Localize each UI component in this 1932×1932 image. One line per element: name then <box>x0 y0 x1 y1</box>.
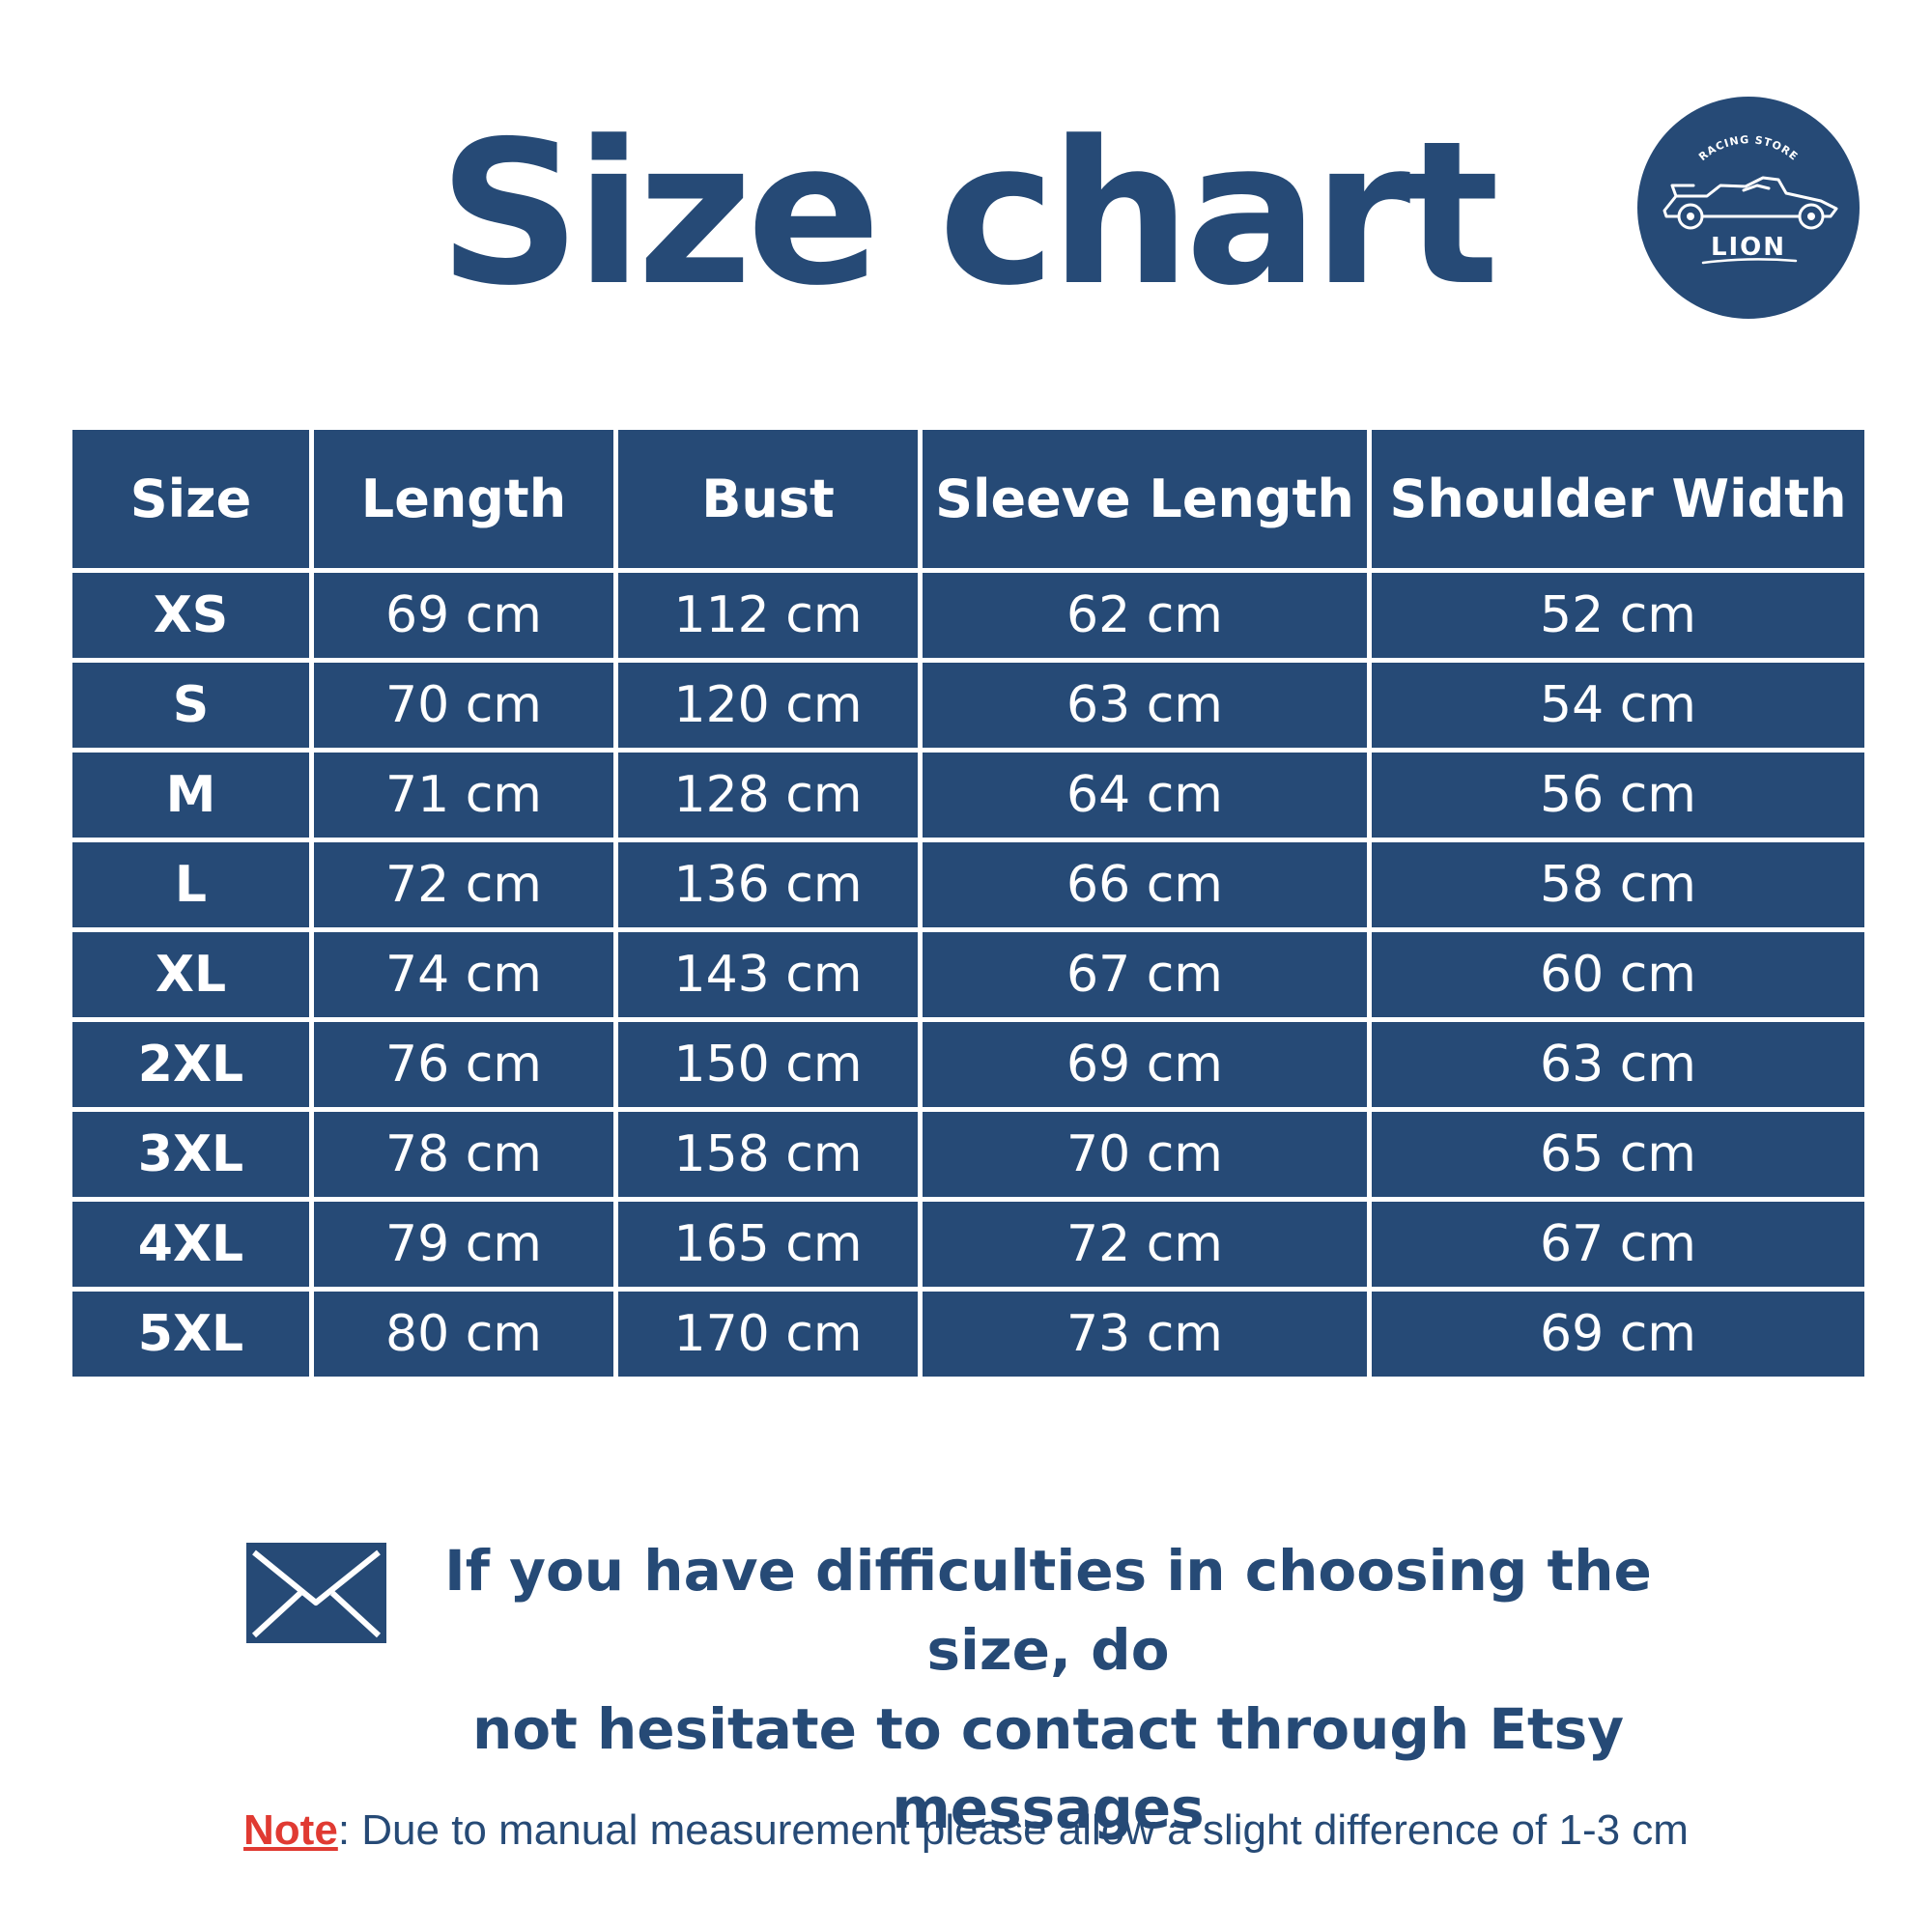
length-cell: 70 cm <box>314 663 613 748</box>
sleeve-length-cell: 67 cm <box>923 932 1367 1017</box>
length-cell: 74 cm <box>314 932 613 1017</box>
size-cell: 2XL <box>72 1022 309 1107</box>
length-cell: 80 cm <box>314 1292 613 1377</box>
table-row: 3XL 78 cm 158 cm 70 cm 65 cm <box>72 1112 1864 1197</box>
length-cell: 79 cm <box>314 1202 613 1287</box>
table-row: S 70 cm 120 cm 63 cm 54 cm <box>72 663 1864 748</box>
page-title: Size chart <box>438 99 1500 329</box>
sleeve-length-cell: 66 cm <box>923 842 1367 927</box>
bust-cell: 143 cm <box>618 932 918 1017</box>
shoulder-width-cell: 67 cm <box>1372 1202 1864 1287</box>
sleeve-length-cell: 63 cm <box>923 663 1367 748</box>
bust-cell: 158 cm <box>618 1112 918 1197</box>
length-cell: 78 cm <box>314 1112 613 1197</box>
bust-cell: 170 cm <box>618 1292 918 1377</box>
header-size: Size <box>72 430 309 568</box>
bust-cell: 150 cm <box>618 1022 918 1107</box>
size-cell: 3XL <box>72 1112 309 1197</box>
table-row: 5XL 80 cm 170 cm 73 cm 69 cm <box>72 1292 1864 1377</box>
note-label: Note <box>243 1806 338 1854</box>
logo-brand-text: LION <box>1711 233 1786 262</box>
bust-cell: 165 cm <box>618 1202 918 1287</box>
size-cell: M <box>72 753 309 838</box>
measurement-note: Note: Due to manual measurement please a… <box>0 1806 1932 1855</box>
table-row: L 72 cm 136 cm 66 cm 58 cm <box>72 842 1864 927</box>
sleeve-length-cell: 62 cm <box>923 573 1367 658</box>
length-cell: 72 cm <box>314 842 613 927</box>
sleeve-length-cell: 72 cm <box>923 1202 1367 1287</box>
note-text: : Due to manual measurement please allow… <box>337 1806 1689 1854</box>
bust-cell: 112 cm <box>618 573 918 658</box>
length-cell: 69 cm <box>314 573 613 658</box>
header-shoulder-width: Shoulder Width <box>1372 430 1864 568</box>
shoulder-width-cell: 52 cm <box>1372 573 1864 658</box>
header-sleeve-length: Sleeve Length <box>923 430 1367 568</box>
header-length: Length <box>314 430 613 568</box>
size-table: Size Length Bust Sleeve Length Shoulder … <box>68 425 1869 1381</box>
table-row: 4XL 79 cm 165 cm 72 cm 67 cm <box>72 1202 1864 1287</box>
bust-cell: 136 cm <box>618 842 918 927</box>
envelope-icon <box>246 1543 386 1643</box>
length-cell: 76 cm <box>314 1022 613 1107</box>
size-cell: 4XL <box>72 1202 309 1287</box>
header-bust: Bust <box>618 430 918 568</box>
racing-store-logo: RACING STORE LION <box>1637 97 1860 319</box>
length-cell: 71 cm <box>314 753 613 838</box>
table-row: M 71 cm 128 cm 64 cm 56 cm <box>72 753 1864 838</box>
table-row: XS 69 cm 112 cm 62 cm 52 cm <box>72 573 1864 658</box>
shoulder-width-cell: 63 cm <box>1372 1022 1864 1107</box>
size-cell: XS <box>72 573 309 658</box>
sleeve-length-cell: 69 cm <box>923 1022 1367 1107</box>
race-car-icon <box>1662 176 1838 218</box>
shoulder-width-cell: 60 cm <box>1372 932 1864 1017</box>
contact-message: If you have difficulties in choosing the… <box>246 1531 1686 1841</box>
sleeve-length-cell: 73 cm <box>923 1292 1367 1377</box>
size-cell: L <box>72 842 309 927</box>
table-row: 2XL 76 cm 150 cm 69 cm 63 cm <box>72 1022 1864 1107</box>
bust-cell: 120 cm <box>618 663 918 748</box>
contact-line-2: not hesitate to contact through Etsy mes… <box>471 1696 1625 1841</box>
size-cell: 5XL <box>72 1292 309 1377</box>
shoulder-width-cell: 54 cm <box>1372 663 1864 748</box>
shoulder-width-cell: 56 cm <box>1372 753 1864 838</box>
sleeve-length-cell: 64 cm <box>923 753 1367 838</box>
shoulder-width-cell: 58 cm <box>1372 842 1864 927</box>
table-row: XL 74 cm 143 cm 67 cm 60 cm <box>72 932 1864 1017</box>
sleeve-length-cell: 70 cm <box>923 1112 1367 1197</box>
shoulder-width-cell: 65 cm <box>1372 1112 1864 1197</box>
contact-text: If you have difficulties in choosing the… <box>411 1531 1686 1848</box>
contact-line-1: If you have difficulties in choosing the… <box>444 1538 1652 1683</box>
shoulder-width-cell: 69 cm <box>1372 1292 1864 1377</box>
bust-cell: 128 cm <box>618 753 918 838</box>
size-cell: XL <box>72 932 309 1017</box>
size-cell: S <box>72 663 309 748</box>
table-header-row: Size Length Bust Sleeve Length Shoulder … <box>72 430 1864 568</box>
